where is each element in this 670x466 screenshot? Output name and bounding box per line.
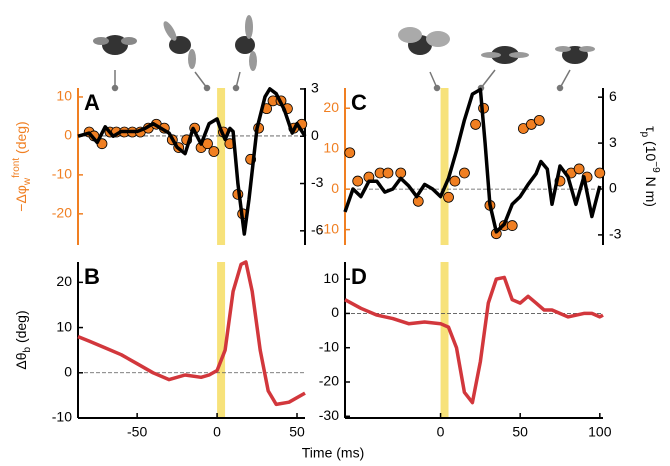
- data-point: [449, 175, 461, 187]
- y-tick-label: -20: [52, 205, 72, 221]
- y-tick-label: -10: [319, 338, 339, 354]
- label-part: N m): [643, 173, 659, 207]
- highlight-band: [217, 262, 226, 418]
- data-point: [443, 191, 454, 203]
- data-point: [470, 119, 481, 130]
- y-axis-label: Δθb (deg): [13, 310, 33, 369]
- y2-tick-label: -3: [311, 174, 324, 190]
- y2-tick-label: -3: [609, 226, 622, 242]
- y-tick-label: 10: [323, 270, 339, 286]
- y-tick-label: 20: [56, 273, 72, 289]
- x-axis-label: Time (ms): [302, 445, 364, 461]
- y-tick-label: 0: [64, 127, 72, 143]
- highlight-band: [217, 88, 226, 245]
- panel-letter: A: [84, 90, 100, 115]
- highlight-band: [440, 88, 449, 245]
- x-tick-label: 50: [289, 424, 305, 440]
- x-tick-label: 100: [588, 424, 612, 440]
- data-point: [412, 195, 424, 207]
- image-pins: [111, 69, 571, 92]
- y-tick-label: -10: [319, 220, 339, 236]
- label-part: (deg): [13, 121, 29, 158]
- label-part: (10: [643, 137, 659, 161]
- insect-images: [93, 15, 595, 71]
- data-point: [533, 114, 545, 126]
- y-tick-label: -10: [52, 166, 72, 182]
- y-tick-label: 20: [323, 99, 339, 115]
- label-part: p: [639, 132, 650, 138]
- y2-tick-label: 6: [609, 88, 617, 104]
- data-point: [459, 167, 470, 179]
- label-part: front: [11, 158, 22, 178]
- y-tick-label: 0: [331, 180, 339, 196]
- data-line: [77, 87, 307, 236]
- y2-tick-label: 0: [311, 127, 319, 143]
- x-tick-label: 0: [213, 424, 221, 440]
- data-point: [594, 167, 606, 179]
- y-tick-label: 10: [323, 139, 339, 155]
- panel-letter: D: [351, 264, 367, 289]
- panel-letter: B: [84, 264, 100, 289]
- x-tick-label: -50: [127, 424, 147, 440]
- data-point: [382, 167, 394, 179]
- y-tick-label: -20: [319, 373, 339, 389]
- label-part: w: [22, 177, 33, 186]
- label-part: b: [22, 347, 33, 353]
- y-tick-label: -30: [319, 407, 339, 423]
- data-line: [343, 87, 602, 234]
- data-point: [344, 147, 356, 159]
- y2-tick-label: 0: [609, 180, 617, 196]
- panel-letter: C: [351, 90, 367, 115]
- y2-tick-label: 3: [609, 134, 617, 150]
- y-axis-label: τp (10−9 N m): [639, 126, 661, 207]
- data-line: [344, 275, 604, 405]
- data-point: [573, 163, 585, 175]
- label-part: −Δφ: [13, 185, 29, 212]
- y-tick-label: 10: [56, 318, 72, 334]
- label-part: Δθ: [13, 352, 29, 369]
- data-line: [77, 260, 306, 407]
- data-point: [208, 146, 220, 157]
- highlight-band: [440, 262, 449, 418]
- y-tick-label: -10: [52, 409, 72, 425]
- y2-tick-label: 3: [311, 80, 319, 96]
- x-tick-label: 0: [437, 424, 445, 440]
- data-point: [352, 175, 364, 187]
- label-part: τ: [643, 126, 659, 132]
- data-point: [506, 220, 518, 231]
- y-tick-label: 0: [331, 304, 339, 320]
- label-part: (deg): [13, 310, 29, 347]
- label-part: −9: [650, 161, 661, 173]
- y2-tick-label: -6: [311, 222, 324, 238]
- y-axis-label: −Δφwfront (deg): [11, 121, 33, 211]
- data-point: [395, 167, 407, 179]
- y-tick-label: 0: [64, 363, 72, 379]
- y-tick-label: 10: [56, 88, 72, 104]
- x-tick-label: 50: [512, 424, 528, 440]
